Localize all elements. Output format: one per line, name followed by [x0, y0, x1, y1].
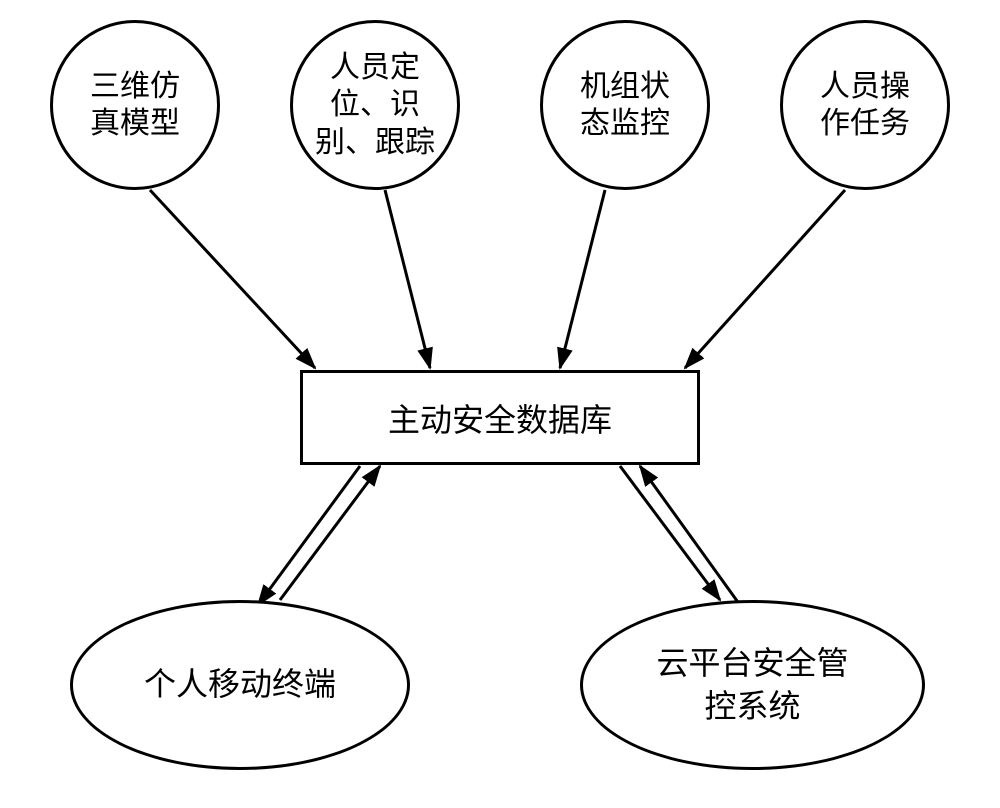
- node-top3: 机组状态监控: [540, 20, 710, 190]
- edge-3: [685, 190, 845, 368]
- edge-1: [385, 190, 430, 368]
- node-top1: 三维仿真模型: [50, 20, 220, 190]
- node-label: 人员定位、识别、跟踪: [315, 49, 435, 162]
- edge-0: [150, 190, 315, 368]
- node-center: 主动安全数据库: [300, 370, 700, 465]
- edge-5-b: [640, 466, 740, 605]
- node-label: 云平台安全管控系统: [656, 642, 848, 728]
- edge-4-b: [280, 466, 380, 600]
- edge-2: [560, 190, 605, 368]
- edge-5-a: [620, 466, 720, 600]
- edge-4-a: [258, 466, 360, 605]
- node-bottom1: 个人移动终端: [70, 600, 410, 770]
- node-bottom2: 云平台安全管控系统: [580, 600, 925, 770]
- diagram-canvas: 三维仿真模型 人员定位、识别、跟踪 机组状态监控 人员操作任务主动安全数据库个人移动终…: [0, 0, 1000, 808]
- node-label: 主动安全数据库: [388, 395, 612, 441]
- node-top4: 人员操作任务: [780, 20, 950, 190]
- node-label: 个人移动终端: [144, 663, 336, 706]
- node-top2: 人员定位、识别、跟踪: [290, 20, 460, 190]
- node-label: 人员操作任务: [820, 68, 910, 143]
- node-label: 机组状态监控: [580, 68, 670, 143]
- node-label: 三维仿真模型: [90, 68, 180, 143]
